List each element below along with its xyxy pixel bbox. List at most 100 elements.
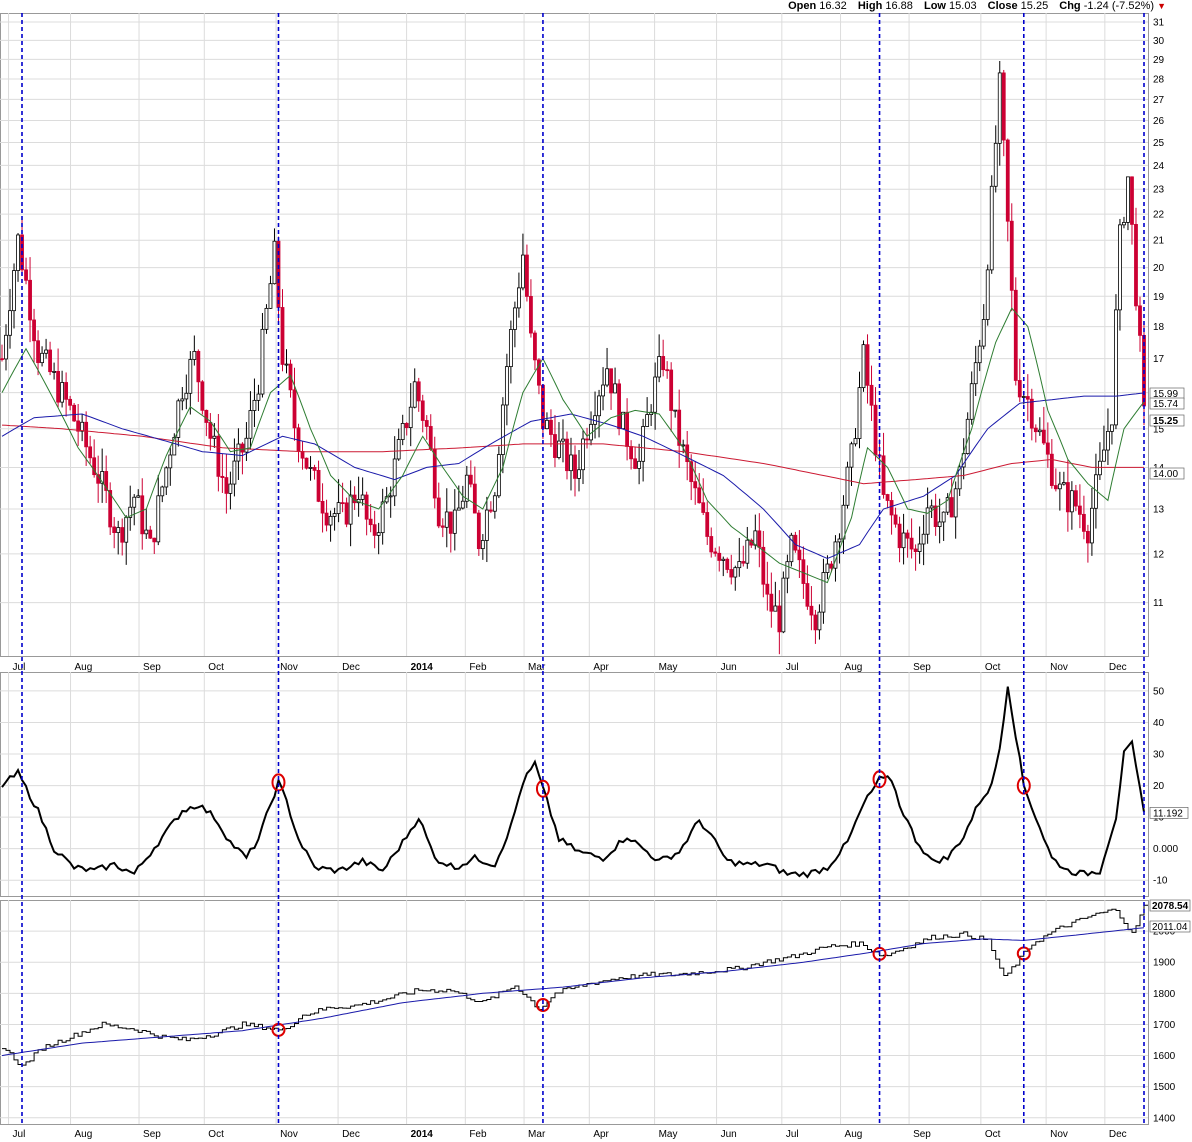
- candle-body: [320, 500, 325, 514]
- candle-body: [156, 495, 161, 543]
- candle-body: [468, 474, 473, 485]
- osc-tick-label: 30: [1153, 750, 1165, 761]
- candle-body: [1017, 380, 1022, 398]
- candle-body: [517, 287, 521, 309]
- candle-body: [1073, 490, 1078, 507]
- candle-body: [116, 527, 121, 533]
- candle-body: [857, 387, 862, 439]
- candle-body: [797, 549, 802, 561]
- x-month-label: Oct: [208, 662, 224, 673]
- candle-body: [372, 524, 377, 536]
- candle-body: [1069, 490, 1074, 513]
- price-value-label-box: [1149, 414, 1185, 427]
- candle-body: [573, 454, 577, 479]
- index-panel-frame: [0, 900, 1149, 1125]
- candle-body: [817, 611, 822, 631]
- candle-body: [893, 514, 898, 525]
- price-tick-label: 21: [1153, 236, 1165, 247]
- osc-tick-label: 40: [1153, 718, 1165, 729]
- candle-body: [376, 532, 381, 536]
- x-month-label: Jun: [721, 662, 737, 673]
- x-month-label: Dec: [1109, 662, 1127, 673]
- candle-body: [841, 504, 846, 540]
- x-month-label: Feb: [469, 662, 487, 673]
- candle-body: [84, 421, 89, 448]
- x-month-label: Apr: [593, 662, 609, 673]
- index-tick-label: 1500: [1153, 1082, 1176, 1093]
- candle-body: [56, 370, 60, 403]
- candle-body: [1061, 482, 1066, 485]
- candle-body: [849, 443, 854, 468]
- candle-body: [769, 593, 774, 612]
- candle-body: [633, 458, 638, 469]
- candle-body: [1134, 223, 1138, 307]
- candle-body: [124, 517, 129, 543]
- candle-body: [925, 507, 930, 535]
- candle-body: [765, 583, 770, 595]
- candle-body: [28, 279, 32, 321]
- candle-body: [521, 254, 525, 289]
- candle-body: [533, 332, 537, 361]
- candle-body: [148, 529, 153, 539]
- candle-body: [192, 350, 197, 360]
- x-month-label-bottom: 2014: [411, 1129, 434, 1140]
- x-month-label: Sep: [913, 662, 931, 673]
- candle-body: [1005, 139, 1010, 222]
- candle-body: [36, 340, 40, 364]
- candle-body: [300, 450, 305, 459]
- oscillator-line: [1, 686, 1145, 879]
- candle-body: [585, 438, 589, 441]
- candle-body: [1110, 424, 1114, 432]
- x-month-label-bottom: Sep: [913, 1129, 931, 1140]
- x-month-label: Sep: [143, 662, 161, 673]
- candle-body: [168, 454, 173, 469]
- index-value-label: 2011.04: [1152, 922, 1188, 933]
- candle-body: [597, 395, 601, 417]
- candle-body: [625, 411, 629, 447]
- candle-body: [677, 409, 682, 446]
- candle-body: [561, 438, 565, 442]
- candle-body: [1138, 305, 1142, 336]
- x-month-label: Jul: [13, 662, 26, 673]
- candle-body: [12, 270, 16, 312]
- candle-body: [348, 494, 353, 525]
- x-month-label: Nov: [280, 662, 298, 673]
- x-month-label-bottom: Mar: [528, 1129, 546, 1140]
- x-month-label-bottom: Apr: [593, 1129, 609, 1140]
- candle-body: [1053, 485, 1058, 490]
- candle-body: [500, 404, 505, 455]
- x-month-label: Nov: [1050, 662, 1068, 673]
- candle-body: [1029, 398, 1034, 429]
- candle-body: [440, 525, 445, 528]
- candle-body: [733, 567, 738, 578]
- candle-body: [120, 527, 125, 543]
- candle-body: [1037, 429, 1042, 433]
- price-tick-label: 12: [1153, 549, 1165, 560]
- candle-body: [304, 457, 309, 469]
- candle-body: [164, 467, 169, 488]
- candle-body: [697, 487, 702, 504]
- candle-body: [64, 382, 69, 400]
- x-month-label-bottom: Jul: [13, 1129, 26, 1140]
- candle-body: [949, 497, 954, 518]
- down-triangle-icon: ▼: [1157, 1, 1166, 11]
- candle-body: [525, 254, 529, 297]
- oscillator-panel-frame: [0, 672, 1149, 897]
- osc-tick-label: 0.000: [1153, 844, 1178, 855]
- candle-body: [921, 533, 926, 545]
- candle-body: [969, 383, 974, 420]
- candle-body: [981, 319, 986, 347]
- price-tick-label: 15: [1153, 424, 1165, 435]
- candle-body: [8, 310, 12, 336]
- price-tick-label: 17: [1153, 354, 1165, 365]
- price-tick-label: 13: [1153, 504, 1165, 515]
- candle-body: [412, 381, 417, 408]
- candle-body: [605, 368, 609, 386]
- low-value: 15.03: [949, 0, 977, 12]
- candle-body: [184, 392, 189, 400]
- candle-body: [88, 446, 93, 459]
- x-month-label: Dec: [342, 662, 360, 673]
- candle-body: [0, 358, 4, 361]
- candle-body: [909, 537, 914, 550]
- index-price-line: [2, 904, 1148, 1066]
